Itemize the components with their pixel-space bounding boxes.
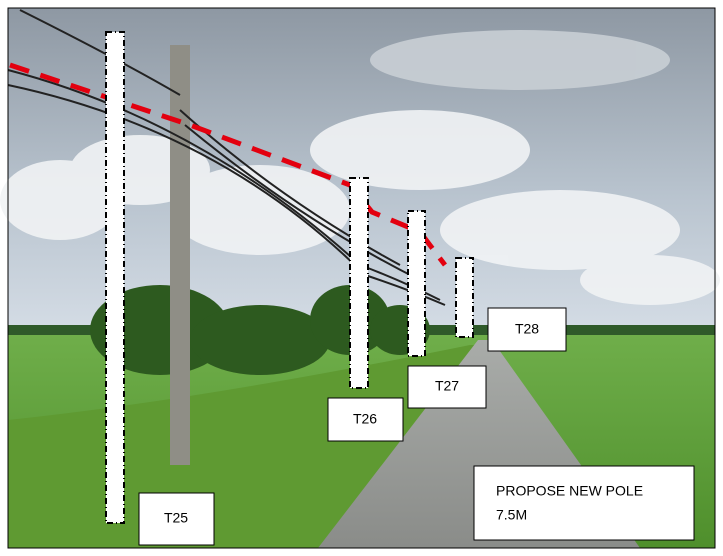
existing-pole bbox=[170, 45, 190, 465]
frame bbox=[7, 7, 716, 549]
pole-label: T26 bbox=[353, 411, 377, 427]
label-box bbox=[327, 397, 404, 442]
pole-marker bbox=[105, 31, 125, 524]
note-text: PROPOSE NEW POLE bbox=[496, 483, 643, 499]
label-box bbox=[407, 365, 487, 409]
label-box bbox=[487, 307, 567, 352]
label-boxes bbox=[138, 307, 695, 546]
pole-label: T27 bbox=[435, 378, 459, 394]
pole-marker bbox=[407, 210, 426, 357]
note-box bbox=[473, 465, 695, 541]
pole-label: T28 bbox=[515, 321, 539, 337]
label-box bbox=[138, 492, 215, 546]
pole-marker bbox=[349, 177, 369, 389]
note-text: 7.5M bbox=[496, 507, 527, 523]
pole-markers bbox=[105, 31, 474, 524]
pole-marker bbox=[455, 257, 474, 338]
pole-label: T25 bbox=[164, 510, 188, 526]
